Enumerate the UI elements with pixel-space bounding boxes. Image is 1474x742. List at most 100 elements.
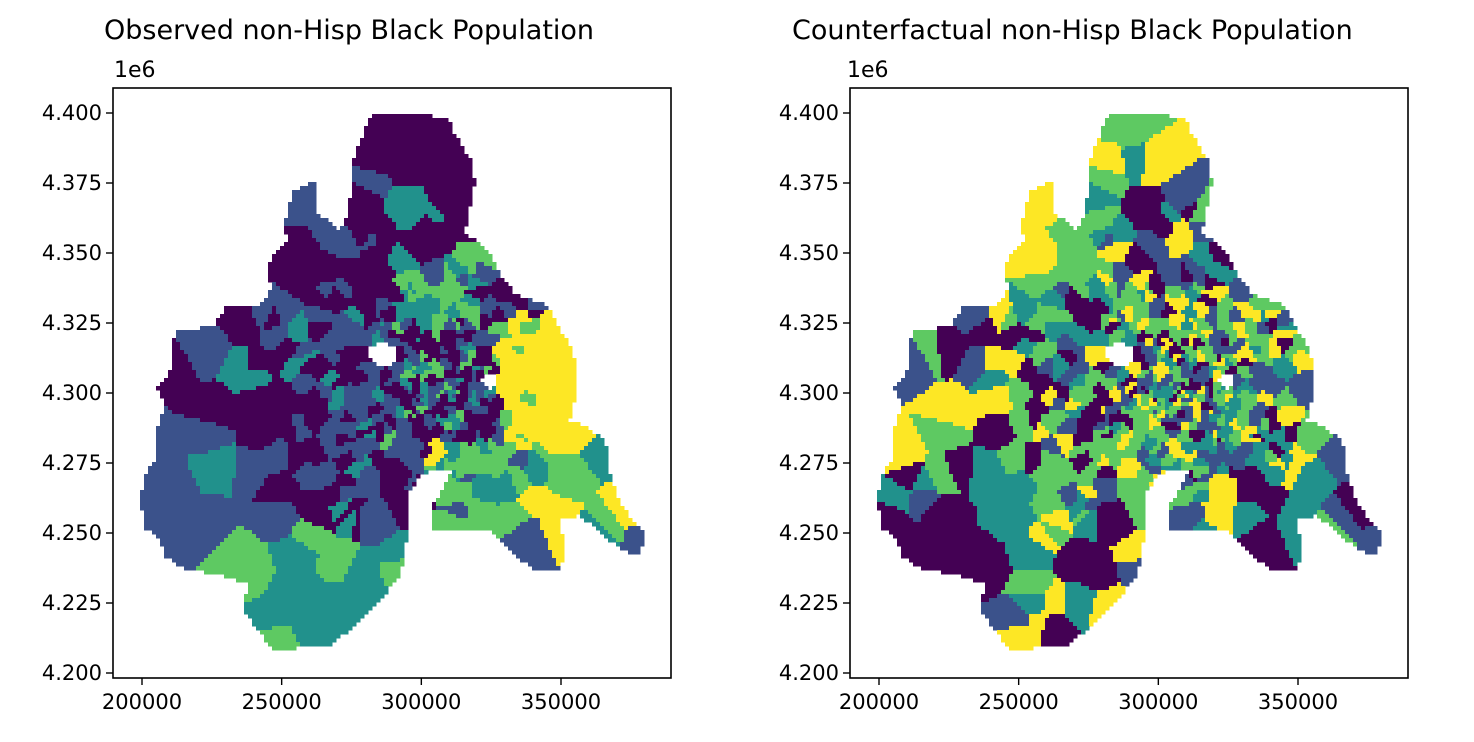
tract-cell [468, 418, 473, 423]
tract-cell [288, 302, 293, 307]
tract-cell [524, 390, 529, 395]
tract-cell [396, 330, 401, 335]
tract-cell [272, 290, 277, 295]
tract-cell [320, 222, 325, 227]
tract-cell [516, 302, 521, 307]
tract-cell [284, 246, 289, 251]
tract-cell [400, 298, 405, 303]
tract-cell [344, 366, 349, 371]
tract-cell [492, 390, 497, 395]
tract-cell [328, 314, 333, 319]
tract-cell [524, 406, 529, 411]
tract-cell [400, 118, 405, 123]
tract-cell [352, 350, 357, 355]
tract-cell [308, 250, 313, 255]
tract-cell [536, 394, 541, 399]
tract-cell [356, 226, 361, 231]
tract-cell [408, 310, 413, 315]
tract-cell [280, 318, 285, 323]
tract-cell [312, 294, 317, 299]
tract-cell [200, 418, 205, 423]
tract-cell [392, 170, 397, 175]
tract-cell [320, 326, 325, 331]
tract-cell [208, 390, 213, 395]
tract-cell [184, 414, 189, 419]
tract-cell [312, 314, 317, 319]
tract-cell [340, 426, 345, 431]
tract-cell [544, 326, 549, 331]
tract-cell [420, 114, 425, 119]
tract-cell [440, 390, 445, 395]
tract-cell [420, 358, 425, 363]
tract-cell [416, 342, 421, 347]
tract-cell [532, 366, 537, 371]
tract-cell [448, 166, 453, 171]
tract-cell [344, 358, 349, 363]
tract-cell [212, 346, 217, 351]
tract-cell [460, 342, 465, 347]
tract-cell [264, 342, 269, 347]
tract-cell [536, 398, 541, 403]
tract-cell [508, 318, 513, 323]
tract-cell [436, 402, 441, 407]
tract-cell [292, 330, 297, 335]
tract-cell [312, 398, 317, 403]
tract-cell [328, 246, 333, 251]
tract-cell [432, 318, 437, 323]
tract-cell [312, 406, 317, 411]
tract-cell [192, 338, 197, 343]
tract-cell [448, 146, 453, 151]
tract-cell [344, 274, 349, 279]
tract-cell [436, 422, 441, 427]
tract-cell [560, 370, 565, 375]
tract-cell [392, 262, 397, 267]
tract-cell [276, 298, 281, 303]
tract-cell [492, 314, 497, 319]
tract-cell [396, 282, 401, 287]
tract-cell [376, 182, 381, 187]
tract-cell [280, 370, 285, 375]
tract-cell [464, 186, 469, 191]
tract-cell [304, 250, 309, 255]
tract-cell [348, 382, 353, 387]
tract-cell [360, 298, 365, 303]
tract-cell [484, 286, 489, 291]
tract-cell [488, 414, 493, 419]
tract-cell [312, 290, 317, 295]
tract-cell [540, 362, 545, 367]
tract-cell [180, 350, 185, 355]
tract-cell [316, 218, 321, 223]
tract-cell [460, 374, 465, 379]
tract-cell [388, 330, 393, 335]
tract-cell [388, 258, 393, 263]
tract-cell [552, 338, 557, 343]
tract-cell [264, 366, 269, 371]
tract-cell [336, 394, 341, 399]
tract-cell [464, 278, 469, 283]
tract-cell [376, 338, 381, 343]
tract-cell [548, 414, 553, 419]
tract-cell [472, 278, 477, 283]
tract-cell [424, 174, 429, 179]
tract-cell [432, 254, 437, 259]
tract-cell [428, 294, 433, 299]
tract-cell [512, 398, 517, 403]
tract-cell [340, 362, 345, 367]
tract-cell [452, 354, 457, 359]
tract-cell [304, 238, 309, 243]
tract-cell [340, 414, 345, 419]
tract-cell [416, 330, 421, 335]
tract-cell [364, 414, 369, 419]
tract-cell [436, 234, 441, 239]
tract-cell [344, 314, 349, 319]
tract-cell [444, 338, 449, 343]
tract-cell [492, 262, 497, 267]
tract-cell [304, 298, 309, 303]
tract-cell [528, 318, 533, 323]
tract-cell [484, 262, 489, 267]
tract-cell [500, 418, 505, 423]
tract-cell [452, 202, 457, 207]
tract-cell [200, 342, 205, 347]
tract-cell [320, 370, 325, 375]
tract-cell [544, 386, 549, 391]
